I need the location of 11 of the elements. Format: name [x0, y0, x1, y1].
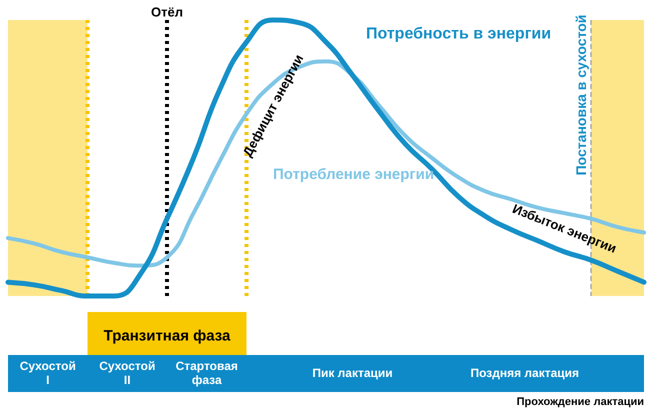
text: Сухостой II: [99, 359, 156, 387]
text: Прохождение лактации: [516, 396, 644, 408]
text: Сухостой I: [20, 359, 76, 387]
text: Транзитная фаза: [104, 328, 232, 344]
series-label: Потребность в энергии: [366, 25, 552, 42]
text: Поздняя лактация: [470, 366, 580, 380]
text: Пик лактации: [312, 366, 393, 380]
text: Отёл: [151, 4, 183, 20]
series-label: Потребление энергии: [273, 166, 434, 184]
annotation: Постановка в сухостой: [573, 14, 589, 176]
text: Стартовая фаза: [176, 359, 238, 387]
